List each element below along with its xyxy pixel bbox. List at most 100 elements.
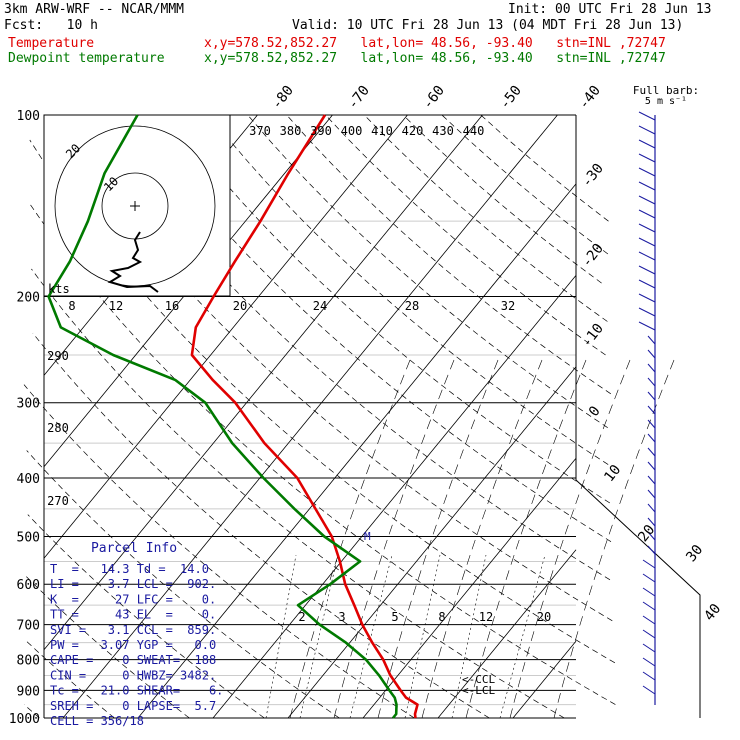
dry-adiabat	[169, 114, 611, 504]
pressure-tick-label: 900	[17, 684, 40, 699]
dry-adiabat-label: 290	[47, 349, 69, 363]
pressure-tick-label: 200	[17, 291, 40, 306]
wind-barb	[647, 363, 656, 373]
wind-barb	[638, 251, 656, 261]
isotherm-line	[212, 275, 577, 719]
isotherm-label: 40	[701, 601, 724, 624]
theta-e-label: 440	[463, 124, 485, 138]
moist-adiabat	[465, 359, 587, 719]
dry-adiabat	[364, 114, 608, 322]
wind-barb	[638, 111, 656, 121]
wind-barb	[642, 671, 656, 681]
theta-e-label: 400	[341, 124, 363, 138]
pressure-tick-label: 100	[17, 109, 40, 124]
wind-barb	[638, 125, 656, 135]
dry-adiabat	[286, 114, 611, 395]
parcel-info-row: LI = 3.7 LCL = 902.	[50, 577, 216, 591]
moist-adiabat	[553, 359, 675, 719]
frame-right-lower	[575, 479, 701, 718]
hodograph-kts-label: kts	[48, 282, 70, 296]
dry-adiabat-label: 270	[47, 494, 69, 508]
hodograph-speed-tick: 32	[501, 299, 515, 313]
dry-adiabat-label: 280	[47, 421, 69, 435]
wind-barb	[647, 391, 656, 401]
hodograph-speed-tick: 24	[313, 299, 327, 313]
mixing-ratio-line	[265, 554, 297, 719]
hodograph-speed-tick: 8	[68, 299, 75, 313]
skewt-grid	[23, 114, 701, 719]
wind-barb	[642, 657, 656, 667]
wind-barb	[647, 531, 656, 541]
moist-adiabat	[333, 359, 455, 719]
mixing-ratio-line	[299, 554, 339, 719]
wind-barb	[647, 489, 656, 499]
isotherm-label: -60	[420, 83, 448, 113]
wind-barb	[642, 685, 656, 695]
wind-barb	[647, 545, 656, 555]
hodograph-speed-tick: 16	[165, 299, 179, 313]
wind-barb	[638, 279, 656, 289]
legend-dewpoint-label: Dewpoint temperature	[8, 51, 165, 66]
hodograph-trace	[107, 231, 159, 293]
parcel-info-row: TT = 43 EL = 0.	[50, 608, 216, 622]
wind-barb	[647, 447, 656, 457]
dry-adiabat	[24, 575, 190, 719]
wind-barb	[638, 293, 656, 303]
wind-barb	[647, 433, 656, 443]
isotherm-line	[43, 114, 483, 650]
parcel-info-row: CIN = 0 HWBZ= 3482.	[50, 668, 216, 682]
wind-barb	[638, 321, 656, 331]
isotherm-line	[137, 183, 577, 719]
theta-e-label: 420	[402, 124, 424, 138]
dry-adiabat	[27, 514, 265, 719]
wind-barb	[647, 419, 656, 429]
theta-e-label: 390	[310, 124, 332, 138]
parcel-info-row: PW = 3.07 YGP = 0.0	[50, 638, 216, 652]
wind-legend-title: Full barb:	[633, 84, 699, 97]
dry-adiabat	[31, 268, 565, 719]
dry-adiabat	[441, 114, 609, 255]
parcel-info-row: CAPE = 0 SWEAT= 188	[50, 653, 216, 667]
isotherm-line	[362, 457, 577, 719]
temperature-profile	[190, 114, 419, 719]
parcel-info-row: T = 14.3 Td = 14.0	[50, 562, 209, 576]
wind-barb	[638, 139, 656, 149]
legend-dewpoint-location: x,y=578.52,852.27 lat,lon= 48.56, -93.40…	[204, 51, 666, 66]
mixing-ratio-line	[499, 554, 546, 719]
wind-barb	[647, 349, 656, 359]
isotherm-label: -50	[497, 83, 525, 113]
wind-barb	[647, 377, 656, 387]
wind-legend-units: 5 m s⁻¹	[645, 96, 687, 107]
dry-adiabat	[29, 202, 616, 705]
hodograph-speed-tick: 28	[405, 299, 419, 313]
dry-adiabat	[480, 114, 609, 222]
mixing-ratio-label: 3	[338, 610, 345, 624]
parcel-info-row: SREH = 0 LAPSE= 5.7	[50, 699, 216, 713]
isotherm-label: -10	[579, 321, 607, 351]
pressure-tick-label: 600	[17, 578, 40, 593]
wind-barb	[638, 223, 656, 233]
wind-barb	[647, 335, 656, 345]
dry-adiabat	[23, 704, 40, 719]
dewpoint-profile	[47, 114, 398, 719]
theta-e-label: 370	[249, 124, 271, 138]
pressure-tick-label: 300	[17, 397, 40, 412]
wind-barb	[647, 475, 656, 485]
isotherm-label: -40	[576, 83, 604, 113]
isotherm-label: 0	[586, 403, 604, 419]
dry-adiabat	[247, 114, 608, 428]
moist-adiabat	[377, 359, 499, 719]
model-title: 3km ARW-WRF -- NCAR/MMM	[4, 2, 185, 17]
mixing-ratio-label: 8	[438, 610, 445, 624]
moist-adiabat	[421, 359, 543, 719]
isotherm-label: -20	[579, 241, 607, 271]
wind-barb	[638, 307, 656, 317]
theta-e-label: 410	[371, 124, 393, 138]
wind-barb	[638, 265, 656, 275]
dry-adiabat	[32, 332, 490, 719]
wind-barb	[642, 643, 656, 653]
pressure-tick-label: 500	[17, 530, 40, 545]
valid-time: Valid: 10 UTC Fri 28 Jun 13 (04 MDT Fri …	[292, 18, 684, 33]
pressure-tick-label: 1000	[9, 712, 40, 727]
isotherm-label: -30	[579, 161, 607, 191]
